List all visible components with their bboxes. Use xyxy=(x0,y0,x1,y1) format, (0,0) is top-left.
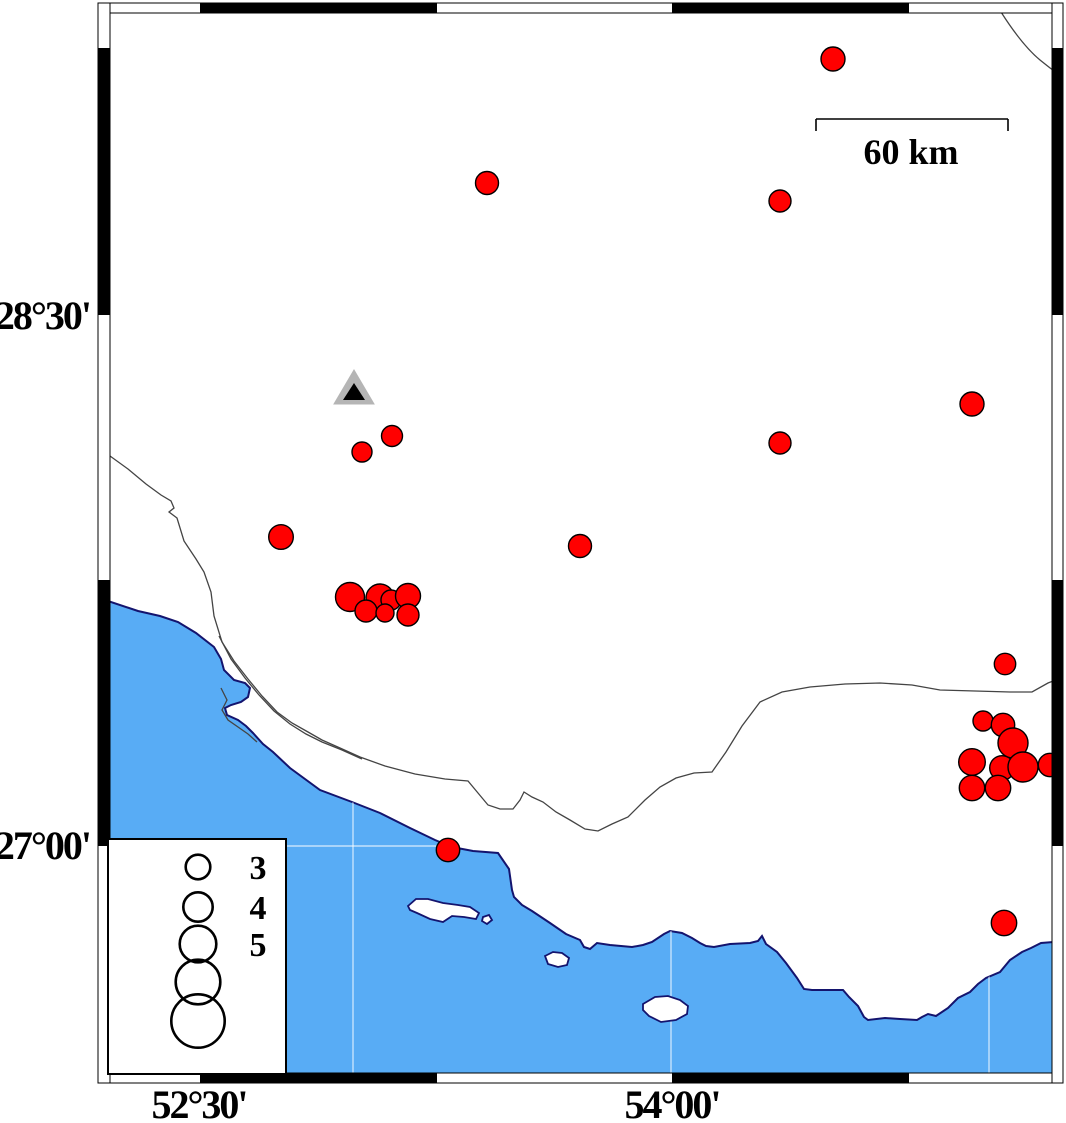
earthquake-marker xyxy=(958,748,987,777)
lon-label-5400: 54°00' xyxy=(624,1082,719,1123)
earthquake-marker xyxy=(959,391,985,417)
earthquake-marker xyxy=(354,599,378,623)
legend-circle xyxy=(174,958,222,1006)
legend-circle xyxy=(170,992,227,1049)
legend-magnitude-label: 5 xyxy=(250,927,267,964)
border-line xyxy=(218,635,363,760)
island xyxy=(406,898,481,923)
frame-segment xyxy=(672,3,909,13)
earthquake-marker xyxy=(375,603,395,623)
frame-segment xyxy=(98,580,110,846)
sea-polygon xyxy=(110,600,1052,1073)
scale-bar: 60 km xyxy=(815,118,1009,172)
earthquake-marker xyxy=(820,46,846,72)
lat-label-2700: 27°00' xyxy=(0,823,90,868)
earthquake-marker xyxy=(351,441,373,463)
legend-magnitude-label: 3 xyxy=(250,850,267,887)
earthquake-markers-layer xyxy=(268,46,1063,937)
magnitude-legend: 345 xyxy=(107,838,287,1075)
sea-layer xyxy=(110,600,1052,1073)
earthquake-marker xyxy=(972,710,994,732)
border-lines-layer xyxy=(110,13,1052,832)
station-triangle-inner xyxy=(343,383,365,400)
frame-segment xyxy=(1052,48,1063,315)
frame-segment xyxy=(200,1073,437,1083)
earthquake-marker xyxy=(268,524,295,551)
legend-circle xyxy=(184,853,212,881)
island xyxy=(642,995,689,1023)
lat-label-2830: 28°30' xyxy=(0,293,90,338)
coordinate-labels: 28°30' 27°00' 52°30' 54°00' xyxy=(0,293,722,1123)
frame-segment xyxy=(672,1073,909,1083)
earthquake-marker xyxy=(990,909,1018,937)
frame-segment xyxy=(1052,580,1063,846)
frame-segment xyxy=(98,48,110,315)
scale-bar-label: 60 km xyxy=(863,132,958,172)
frame-band xyxy=(1051,2,1064,1084)
earthquake-marker xyxy=(984,774,1012,802)
legend-circle xyxy=(182,890,215,923)
border-line xyxy=(1000,13,1052,71)
border-line xyxy=(110,455,1052,832)
earthquake-marker xyxy=(567,533,593,559)
earthquake-marker xyxy=(474,170,500,196)
earthquake-marker xyxy=(768,431,792,455)
earthquake-marker xyxy=(958,774,986,802)
island-layer xyxy=(406,898,689,1023)
earthquake-marker xyxy=(768,189,792,213)
legend-circle xyxy=(178,924,218,964)
border-line xyxy=(220,687,258,743)
earthquake-marker xyxy=(435,837,461,863)
legend-magnitude-label: 4 xyxy=(250,890,267,927)
earthquake-marker xyxy=(1007,751,1039,783)
station-triangle-icon xyxy=(333,369,375,405)
earthquake-marker xyxy=(380,424,404,448)
island xyxy=(480,913,494,926)
island xyxy=(543,951,571,968)
map-frame xyxy=(97,2,1064,1084)
earthquake-marker xyxy=(396,603,420,627)
earthquake-marker xyxy=(993,652,1017,676)
frame-segment xyxy=(200,3,437,13)
lon-label-5230: 52°30' xyxy=(151,1082,246,1123)
